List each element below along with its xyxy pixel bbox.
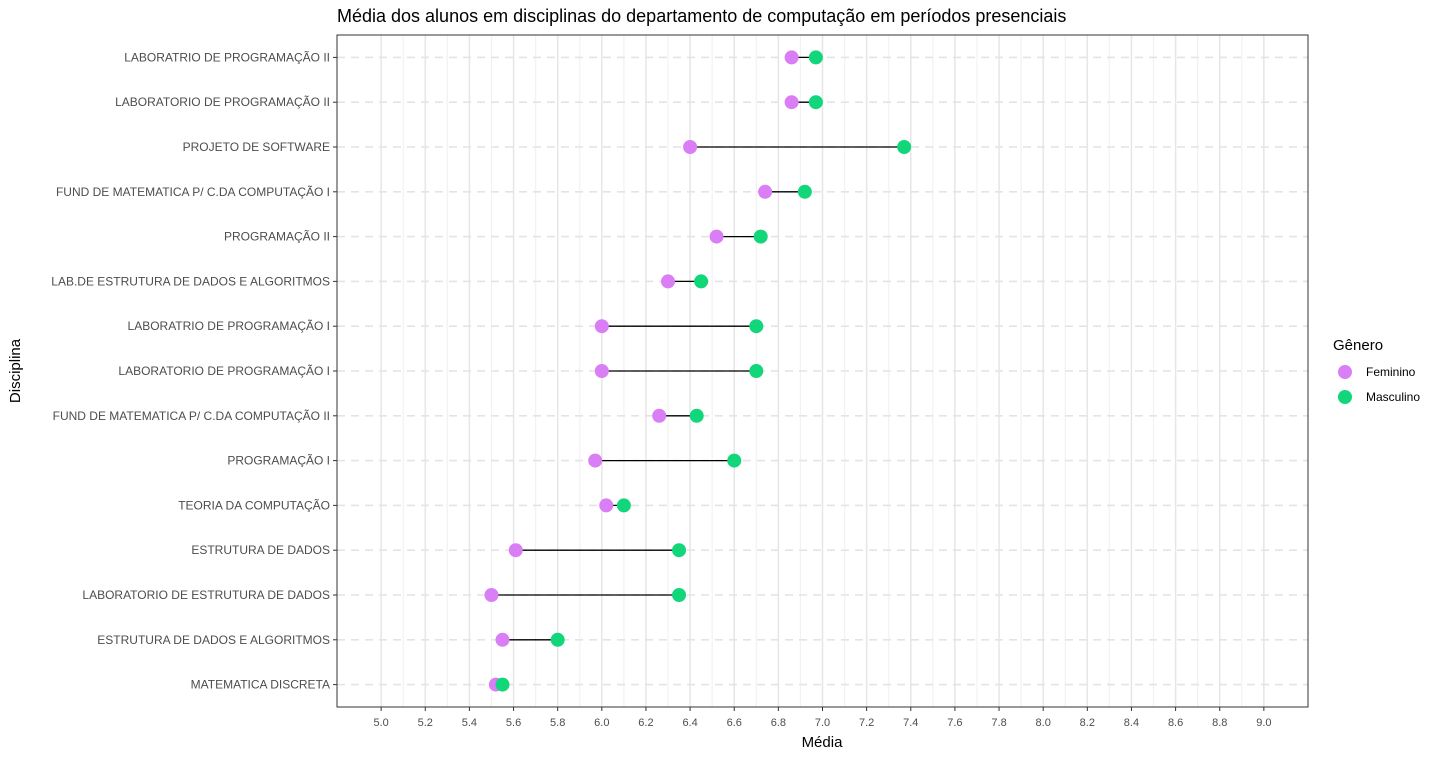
point-masculino — [550, 632, 565, 647]
data-points — [484, 50, 912, 692]
y-tick-label: LABORATRIO DE PROGRAMAÇÃO II — [124, 50, 330, 64]
point-masculino — [672, 543, 687, 558]
point-feminino — [758, 184, 773, 199]
point-masculino — [749, 319, 764, 334]
dumbbell-segments — [491, 56, 905, 686]
y-tick-label: LABORATORIO DE ESTRUTURA DE DADOS — [82, 588, 330, 602]
y-axis-title: Disciplina — [7, 338, 24, 403]
y-tick-label: PROGRAMAÇÃO I — [227, 454, 330, 468]
y-tick-label: LABORATORIO DE PROGRAMAÇÃO I — [118, 364, 330, 378]
x-tick-label: 5.2 — [418, 717, 433, 729]
legend-title: Gênero — [1333, 337, 1383, 354]
y-axis: LABORATRIO DE PROGRAMAÇÃO II LABORATORIO … — [51, 50, 337, 692]
point-feminino — [652, 408, 667, 423]
point-masculino — [616, 498, 631, 513]
x-tick-label: 6.2 — [638, 717, 653, 729]
point-masculino — [689, 408, 704, 423]
x-tick-label: 7.2 — [859, 717, 874, 729]
x-tick-label: 6.4 — [682, 717, 697, 729]
x-tick-label: 7.8 — [991, 717, 1006, 729]
x-tick-label: 8.0 — [1036, 717, 1051, 729]
x-tick-label: 8.4 — [1124, 717, 1139, 729]
x-axis-title: Média — [802, 734, 844, 751]
x-tick-label: 5.0 — [373, 717, 388, 729]
point-feminino — [709, 229, 724, 244]
y-tick-label: FUND DE MATEMATICA P/ C.DA COMPUTAÇÃO II — [53, 409, 330, 423]
y-tick-label: ESTRUTURA DE DADOS E ALGORITMOS — [97, 633, 330, 647]
point-masculino — [808, 95, 823, 110]
point-feminino — [599, 498, 614, 513]
x-tick-label: 8.6 — [1168, 717, 1183, 729]
y-tick-label: LABORATORIO DE PROGRAMAÇÃO II — [115, 95, 330, 109]
y-tick-label: LABORATRIO DE PROGRAMAÇÃO I — [128, 319, 330, 333]
point-feminino — [784, 95, 799, 110]
point-feminino — [784, 50, 799, 65]
y-tick-label: FUND DE MATEMATICA P/ C.DA COMPUTAÇÃO I — [56, 185, 330, 199]
x-tick-label: 8.8 — [1212, 717, 1227, 729]
point-masculino — [495, 677, 510, 692]
point-masculino — [672, 588, 687, 602]
legend-key-masculino — [1338, 390, 1352, 404]
point-feminino — [594, 319, 609, 334]
chart-title: Média dos alunos em disciplinas do depar… — [337, 6, 1066, 26]
point-feminino — [661, 274, 676, 289]
x-tick-label: 7.4 — [903, 717, 918, 729]
x-tick-label: 7.6 — [947, 717, 962, 729]
point-masculino — [749, 364, 764, 378]
legend-key-feminino — [1338, 365, 1352, 379]
x-tick-label: 6.8 — [771, 717, 786, 729]
point-feminino — [508, 543, 523, 558]
point-masculino — [753, 229, 768, 244]
point-masculino — [797, 184, 812, 199]
point-masculino — [897, 140, 912, 154]
point-masculino — [808, 50, 823, 65]
point-feminino — [484, 588, 499, 602]
x-tick-label: 5.6 — [506, 717, 521, 729]
x-axis: 5.0 5.2 5.4 5.6 5.8 6.0 6.2 6.4 6.6 6.8 7.0 7.2 7.4 7… — [373, 707, 1272, 729]
x-tick-label: 6.6 — [727, 717, 742, 729]
x-tick-label: 5.8 — [550, 717, 565, 729]
point-feminino — [594, 364, 609, 378]
point-feminino — [495, 632, 510, 647]
y-tick-label: PROGRAMAÇÃO II — [224, 230, 330, 244]
x-tick-label: 7.0 — [815, 717, 830, 729]
legend-label-masculino: Masculino — [1366, 390, 1420, 404]
x-tick-label: 8.2 — [1080, 717, 1095, 729]
x-tick-label: 5.4 — [462, 717, 477, 729]
legend-label-feminino: Feminino — [1366, 365, 1416, 379]
point-masculino — [727, 453, 742, 468]
y-tick-label: TEORIA DA COMPUTAÇÃO — [178, 498, 330, 512]
x-tick-label: 9.0 — [1256, 717, 1271, 729]
point-feminino — [683, 140, 698, 154]
y-tick-label: PROJETO DE SOFTWARE — [183, 140, 330, 154]
legend: Gênero Feminino Masculino — [1333, 337, 1420, 404]
y-tick-label: ESTRUTURA DE DADOS — [191, 543, 330, 557]
point-feminino — [588, 453, 603, 468]
y-tick-label: MATEMATICA DISCRETA — [191, 678, 330, 692]
y-tick-label: LAB.DE ESTRUTURA DE DADOS E ALGORITMOS — [51, 274, 330, 288]
point-masculino — [694, 274, 709, 289]
x-tick-label: 6.0 — [594, 717, 609, 729]
